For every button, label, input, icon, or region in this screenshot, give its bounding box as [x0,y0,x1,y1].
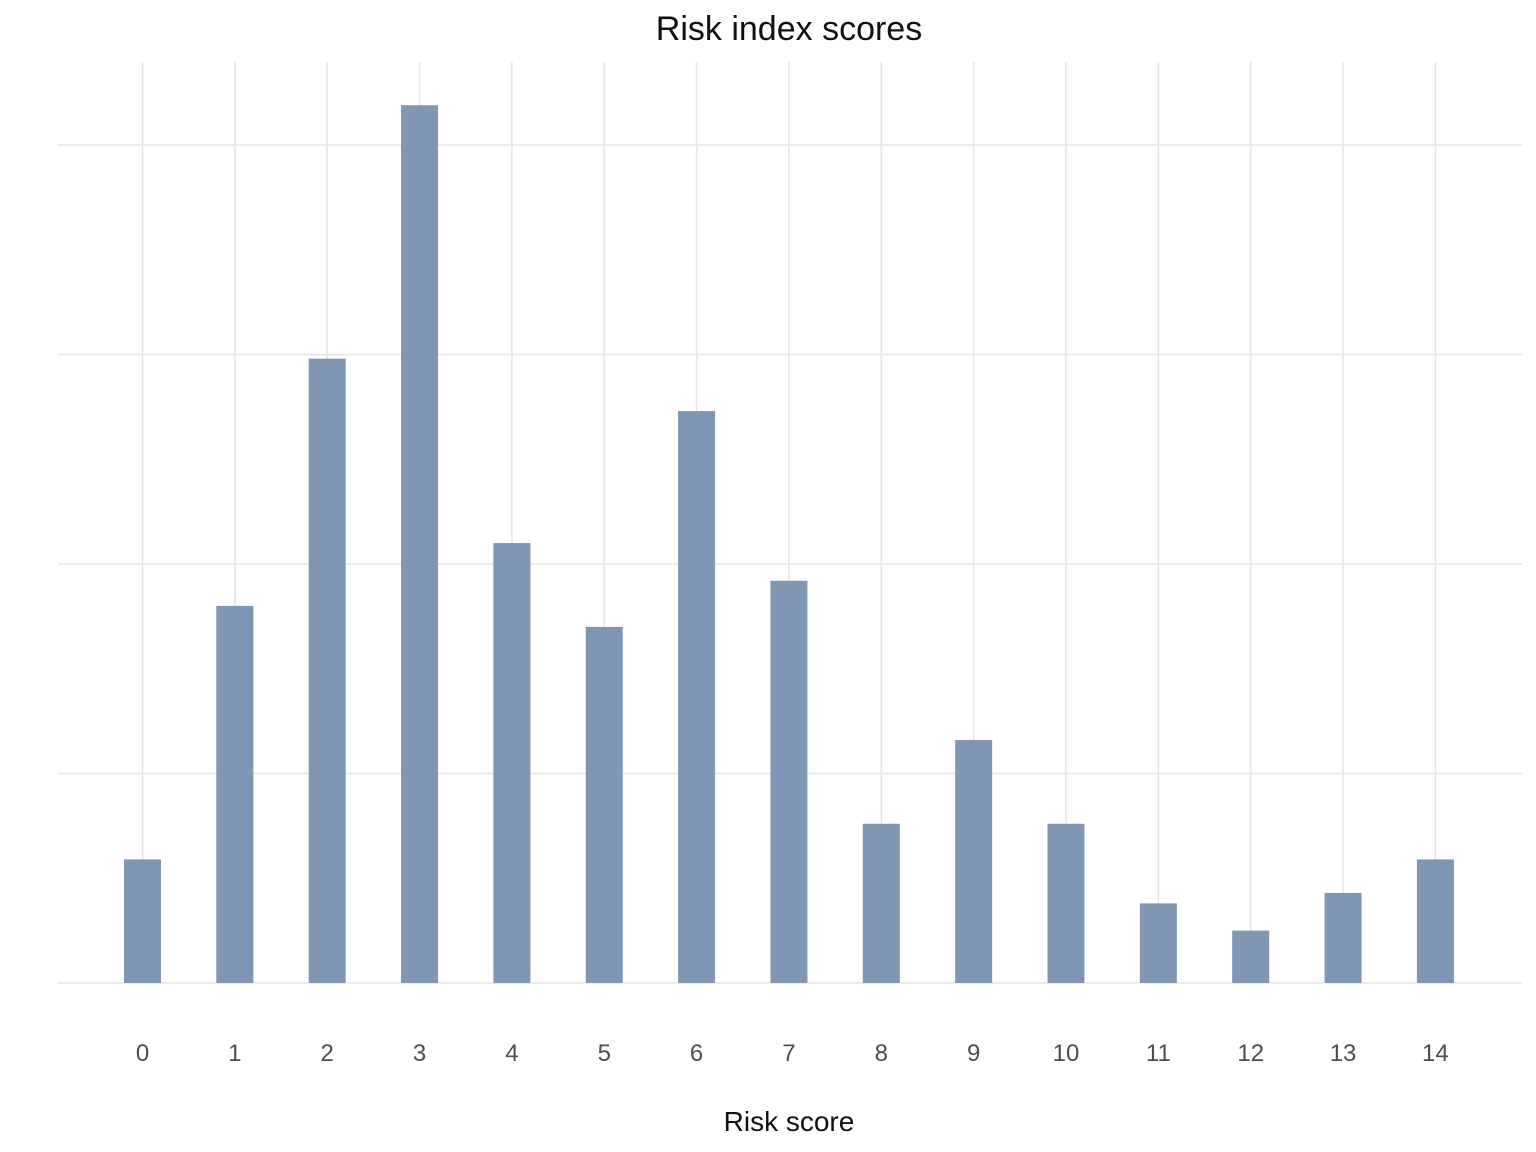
bar-3 [401,105,439,983]
bar-11 [1139,903,1177,983]
x-axis-ticks: 0 1 2 3 4 5 6 7 8 9 10 11 12 13 14 [136,1040,1449,1067]
bar-0 [124,859,161,983]
x-tick-label-9: 9 [967,1040,980,1067]
bar-7 [770,580,808,983]
x-tick-label-6: 6 [690,1040,703,1067]
x-tick-label-0: 0 [136,1040,149,1067]
bars [124,105,1454,983]
x-tick-label-3: 3 [413,1040,426,1067]
x-tick-label-13: 13 [1330,1040,1357,1067]
x-tick-label-14: 14 [1422,1040,1449,1067]
x-tick-label-4: 4 [505,1040,518,1067]
bar-1 [216,605,254,983]
x-axis-label: Risk score [724,1106,855,1137]
chart-title: Risk index scores [656,10,922,48]
x-tick-label-1: 1 [228,1040,241,1067]
bar-12 [1232,930,1270,983]
bar-9 [955,739,993,983]
bar-10 [1047,823,1085,983]
bar-13 [1324,892,1362,983]
bar-6 [678,411,716,983]
bar-5 [585,626,623,983]
x-tick-label-10: 10 [1053,1040,1080,1067]
bar-8 [862,823,900,983]
bar-2 [308,358,346,983]
bar-4 [493,543,531,983]
x-tick-label-11: 11 [1146,1040,1171,1067]
x-tick-label-12: 12 [1237,1040,1264,1067]
x-tick-label-2: 2 [321,1040,334,1067]
bar-14 [1416,859,1454,983]
x-tick-label-8: 8 [875,1040,888,1067]
x-tick-label-5: 5 [598,1040,611,1067]
x-tick-label-7: 7 [782,1040,795,1067]
